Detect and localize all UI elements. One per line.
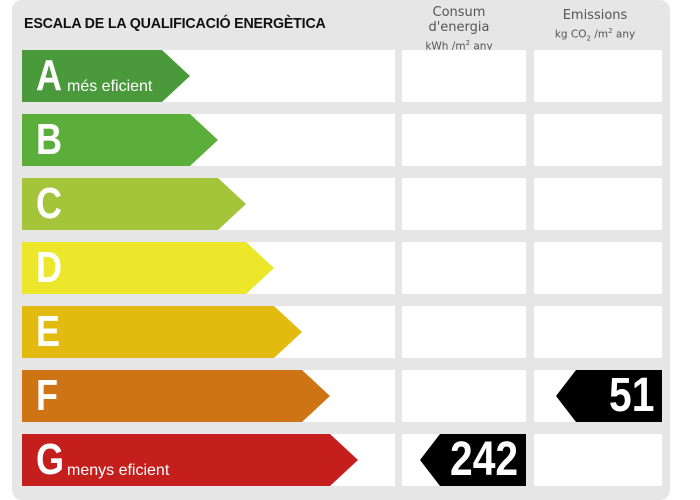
consumption-column-unit: kWh /m2 any (425, 39, 493, 53)
band-letter: F (36, 371, 59, 420)
emissions-cell-g (534, 434, 662, 486)
consumption-cell-b (402, 114, 526, 166)
emissions-column-header: Emissions kg CO2 /m2 any (534, 8, 656, 43)
consumption-cell-f (402, 370, 526, 422)
consumption-cell-d (402, 242, 526, 294)
label-title: ESCALA DE LA QUALIFICACIÓ ENERGÈTICA (24, 15, 326, 32)
emissions-column-label: Emissions (562, 8, 628, 23)
emissions-rating-tag-value: 51 (608, 369, 654, 422)
value-tag-arrow-shape (420, 434, 526, 486)
value-tag-arrow-shape (556, 370, 662, 422)
band-f: F (22, 370, 330, 422)
band-sublabel: més eficient (67, 78, 153, 95)
emissions-cell-c (534, 178, 662, 230)
emissions-cell-e (534, 306, 662, 358)
consumption-cell-e (402, 306, 526, 358)
band-arrow-shape (22, 50, 190, 102)
consumption-cell-a (402, 50, 526, 102)
band-letter: A (36, 51, 63, 100)
band-letter: G (36, 435, 65, 484)
band-arrow-shape (22, 242, 274, 294)
band-sublabel: menys eficient (67, 462, 170, 479)
consumption-column-label: Consum d'energia (428, 5, 490, 35)
band-e: E (22, 306, 302, 358)
band-d: D (22, 242, 274, 294)
band-b: B (22, 114, 218, 166)
band-letter: E (36, 307, 61, 356)
consumption-column-header: Consum d'energia kWh /m2 any (402, 5, 516, 53)
band-c: C (22, 178, 246, 230)
band-arrow-shape (22, 370, 330, 422)
band-letter: C (36, 179, 63, 228)
band-letter: B (36, 115, 63, 164)
consumption-rating-tag-value: 242 (449, 433, 518, 486)
band-letter: D (36, 243, 63, 292)
emissions-cell-a (534, 50, 662, 102)
consumption-cell-c (402, 178, 526, 230)
emissions-cell-d (534, 242, 662, 294)
band-arrow-shape (22, 306, 302, 358)
emissions-rating-tag: 51 (556, 370, 662, 422)
emissions-cell-b (534, 114, 662, 166)
band-arrow-shape (22, 114, 218, 166)
band-arrow-shape (22, 178, 246, 230)
band-arrow-shape (22, 434, 358, 486)
consumption-rating-tag: 242 (420, 434, 526, 486)
emissions-column-unit: kg CO2 /m2 any (554, 27, 636, 43)
